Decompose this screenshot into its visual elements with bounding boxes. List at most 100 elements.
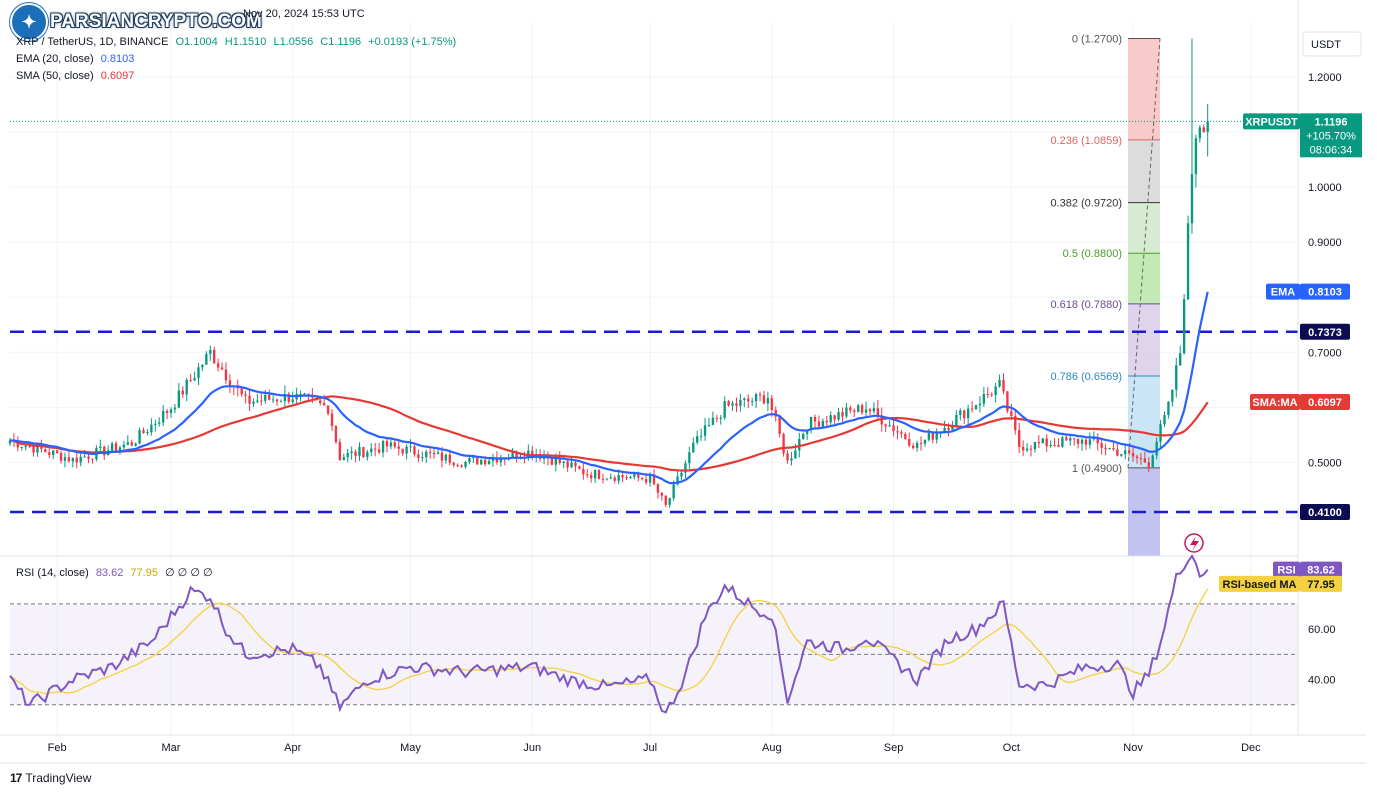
candle [67,457,71,462]
candle [943,427,946,433]
candle [578,466,581,469]
candle [888,425,891,427]
candle [264,394,267,401]
candle [483,459,487,465]
candle [692,442,695,453]
fib-label-0.786: 0.786 (0.6569) [1050,371,1122,383]
candle [786,453,789,461]
rsi-legend[interactable]: RSI (14, close) 83.62 77.95 ∅ ∅ ∅ ∅ [16,566,213,579]
candle [193,378,196,381]
candle [864,409,868,413]
candle [915,443,919,449]
candle [220,367,224,370]
candle [271,399,275,401]
ema-legend[interactable]: EMA (20, close) 0.8103 [16,53,134,65]
candle [177,390,181,408]
last-price-symbol: XRPUSDT [1245,116,1298,128]
candle [354,451,357,456]
candle [1108,447,1111,450]
candle [444,454,448,461]
candle [845,407,848,417]
candle [1021,446,1025,451]
candle [114,443,118,452]
x-tick-label: Sep [884,742,904,754]
candle [472,457,475,459]
lightning-icon[interactable] [1184,533,1204,553]
candle [833,415,836,420]
last-price-change: +105.70% [1306,130,1356,142]
lightning-icon-bolt [1190,536,1199,551]
sma-legend[interactable]: SMA (50, close) 0.6097 [16,70,134,82]
candle [727,401,730,406]
ema-line [10,291,1209,485]
candle [656,484,660,493]
candle [1182,299,1186,354]
candle [476,457,479,465]
y-tick-label: 1.0000 [1308,182,1342,194]
rsi-y-tick-label: 40.00 [1308,675,1336,687]
candle [825,420,828,423]
candle [597,470,601,479]
x-tick-label: Aug [762,742,782,754]
candle [1155,441,1158,456]
currency-button[interactable] [1302,31,1362,57]
fib-zone [1128,202,1160,254]
candle [911,445,915,449]
ema-axis-tag: EMA [1271,287,1296,299]
rsi-legend-label: RSI (14, close) [16,567,89,579]
candle [134,443,137,446]
candle [370,448,373,453]
candle [731,403,734,406]
candle [747,398,750,402]
candle [150,424,153,433]
sma-legend-label: SMA (50, close) [16,70,94,82]
candle [248,395,251,404]
rsi-legend-value: 83.62 [95,567,124,579]
candle [495,458,499,463]
tradingview-brand[interactable]: 17 TradingView [10,771,91,785]
candle [802,433,805,439]
candle [982,394,986,404]
fib-zone [1128,38,1160,140]
candle [1179,353,1182,366]
candle [59,453,63,461]
rsi-ma-axis-value: 77.95 [1307,579,1335,591]
candle [644,479,648,483]
x-tick-label: Feb [48,742,67,754]
rsi-line [9,554,1209,714]
candle [621,475,624,478]
candle [515,451,518,459]
candle [197,367,200,379]
candle [1072,438,1076,440]
candle [703,425,707,436]
candles [8,38,1209,509]
candle [574,462,577,467]
candle [1045,438,1048,447]
candle [389,442,393,447]
candle [1057,445,1060,447]
candle [291,399,294,402]
candle [1171,389,1174,402]
candle [1206,121,1209,132]
candle [326,405,330,414]
candle [758,394,762,396]
candle [228,380,232,387]
fib-label-0.5: 0.5 (0.8800) [1063,248,1122,260]
candle [322,403,326,406]
candle [1061,437,1064,447]
fib-label-0: 0 (1.2700) [1072,34,1122,46]
candle [876,408,880,416]
x-tick-label: Mar [162,742,181,754]
ohlc-high: 1.1510 [232,36,267,48]
candle [782,434,785,454]
candle [601,478,605,480]
candle [1131,452,1135,457]
candle [413,446,416,455]
candle [699,435,703,437]
level-axis-label-0-bg [1300,323,1350,340]
candle [554,458,558,465]
candle [63,457,67,461]
candle [342,457,345,461]
candle [609,477,612,479]
